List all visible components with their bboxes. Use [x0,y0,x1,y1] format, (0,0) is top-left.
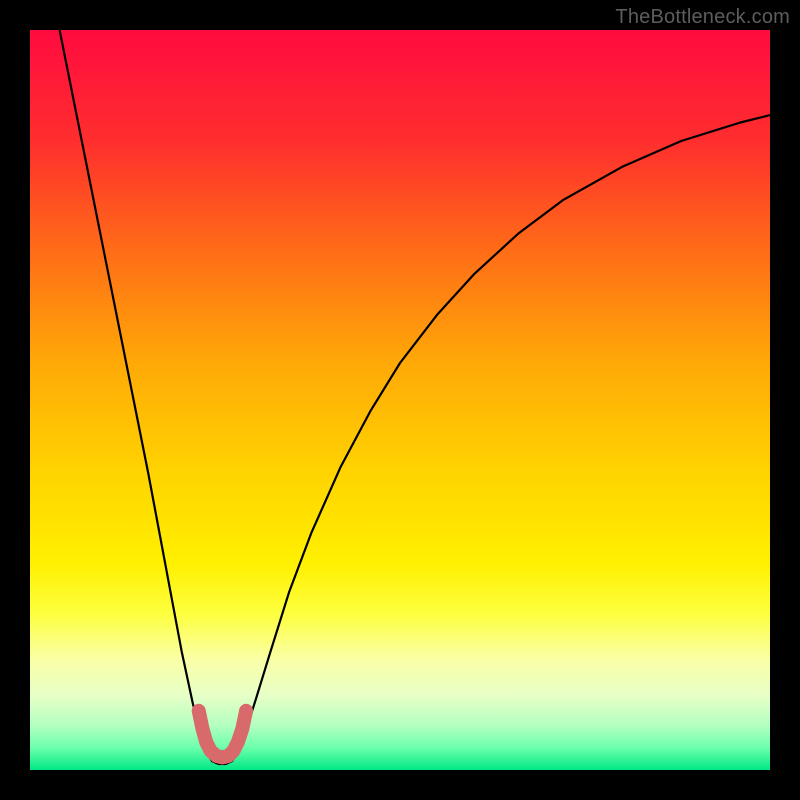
bottleneck-chart [0,0,800,800]
plot-background [30,30,770,770]
chart-root: TheBottleneck.com [0,0,800,800]
